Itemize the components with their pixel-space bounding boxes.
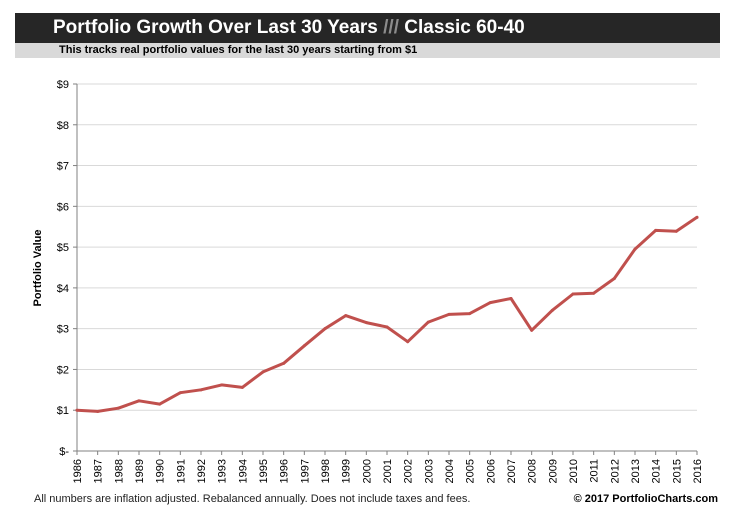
data-point <box>261 370 265 374</box>
series-line <box>75 215 699 413</box>
chart-subtitle: This tracks real portfolio values for th… <box>15 43 720 58</box>
x-tick-label: 1997 <box>299 459 311 483</box>
x-tick-label: 1988 <box>113 459 125 483</box>
data-point <box>240 385 244 389</box>
y-tick-label: $5 <box>57 242 69 254</box>
x-tick-label: 1996 <box>279 459 291 483</box>
data-point <box>178 391 182 395</box>
data-point <box>654 228 658 232</box>
y-tick-label: $4 <box>57 283 69 295</box>
x-tick-label: 2009 <box>547 459 559 483</box>
y-tick-label: $1 <box>57 405 69 417</box>
x-tick-label: 2005 <box>465 459 477 483</box>
x-tick-label: 2004 <box>444 459 456 483</box>
x-tick-label: 2007 <box>506 459 518 483</box>
data-point <box>116 406 120 410</box>
data-point <box>364 321 368 325</box>
chart-title: Portfolio Growth Over Last 30 Years <box>53 17 378 38</box>
data-point <box>220 383 224 387</box>
data-point <box>137 399 141 403</box>
data-point <box>674 229 678 233</box>
x-tick-label: 1999 <box>341 459 353 483</box>
data-point <box>612 277 616 281</box>
x-tick-label: 2012 <box>609 459 621 483</box>
data-point <box>385 325 389 329</box>
x-tick-label: 1986 <box>72 459 84 483</box>
data-point <box>530 328 534 332</box>
data-point <box>488 301 492 305</box>
data-point <box>158 402 162 406</box>
data-point <box>323 327 327 331</box>
y-tick-label: $6 <box>57 201 69 213</box>
data-point <box>199 388 203 392</box>
y-tick-label: $7 <box>57 161 69 173</box>
x-tick-label: 2006 <box>485 459 497 483</box>
x-tick-label: 2008 <box>527 459 539 483</box>
x-tick-label: 2000 <box>361 459 373 483</box>
x-tick-label: 1998 <box>320 459 332 483</box>
y-tick-labels: $- $1 $2 $3 $4 $5 $6 $7 $8 $9 <box>57 79 70 458</box>
data-point <box>344 314 348 318</box>
x-tick-label: 2016 <box>692 459 704 483</box>
x-tick-label: 2015 <box>671 459 683 483</box>
x-tick-label: 1993 <box>217 459 229 483</box>
data-point <box>695 215 699 219</box>
footer-copyright: © 2017 PortfolioCharts.com <box>573 493 718 505</box>
series <box>75 215 699 413</box>
data-point <box>509 296 513 300</box>
data-point <box>571 292 575 296</box>
x-tick-label: 1991 <box>175 459 187 483</box>
y-tick-label: $8 <box>57 120 69 132</box>
x-tick-label: 1989 <box>134 459 146 483</box>
data-point <box>447 312 451 316</box>
data-point <box>468 312 472 316</box>
x-tick-label: 2002 <box>403 459 415 483</box>
x-tick-label: 2001 <box>382 459 394 483</box>
data-point <box>282 361 286 365</box>
footer-note: All numbers are inflation adjusted. Reba… <box>34 493 471 505</box>
data-point <box>592 291 596 295</box>
x-tick-label: 2010 <box>568 459 580 483</box>
x-tick-label: 2011 <box>589 459 601 483</box>
x-tick-label: 1990 <box>155 459 167 483</box>
y-tick-label: $2 <box>57 364 69 376</box>
data-point <box>550 308 554 312</box>
x-tick-label: 1987 <box>93 459 105 483</box>
x-tick-labels: 1986 1987 1988 1989 1990 1991 1992 1993 1994 1995… <box>72 459 704 483</box>
y-axis-label: Portfolio Value <box>32 229 44 306</box>
portfolio-name: Classic 60-40 <box>404 17 525 38</box>
gridlines <box>77 83 697 411</box>
x-tick-label: 1992 <box>196 459 208 483</box>
x-tick-label: 2003 <box>423 459 435 483</box>
data-point <box>426 320 430 324</box>
data-point <box>302 344 306 348</box>
data-point <box>96 409 100 413</box>
data-point <box>75 408 79 412</box>
title-separator: /// <box>383 17 399 38</box>
x-tick-label: 1995 <box>258 459 270 483</box>
data-point <box>406 340 410 344</box>
x-tick-label: 2013 <box>630 459 642 483</box>
y-tick-label: $- <box>59 446 69 458</box>
chart-title-bar: Portfolio Growth Over Last 30 Years /// … <box>15 13 720 43</box>
axes <box>73 83 698 455</box>
data-point <box>633 247 637 251</box>
x-tick-label: 1994 <box>237 459 249 483</box>
x-tick-label: 2014 <box>651 459 663 483</box>
y-tick-label: $9 <box>57 79 69 91</box>
y-tick-label: $3 <box>57 324 69 336</box>
